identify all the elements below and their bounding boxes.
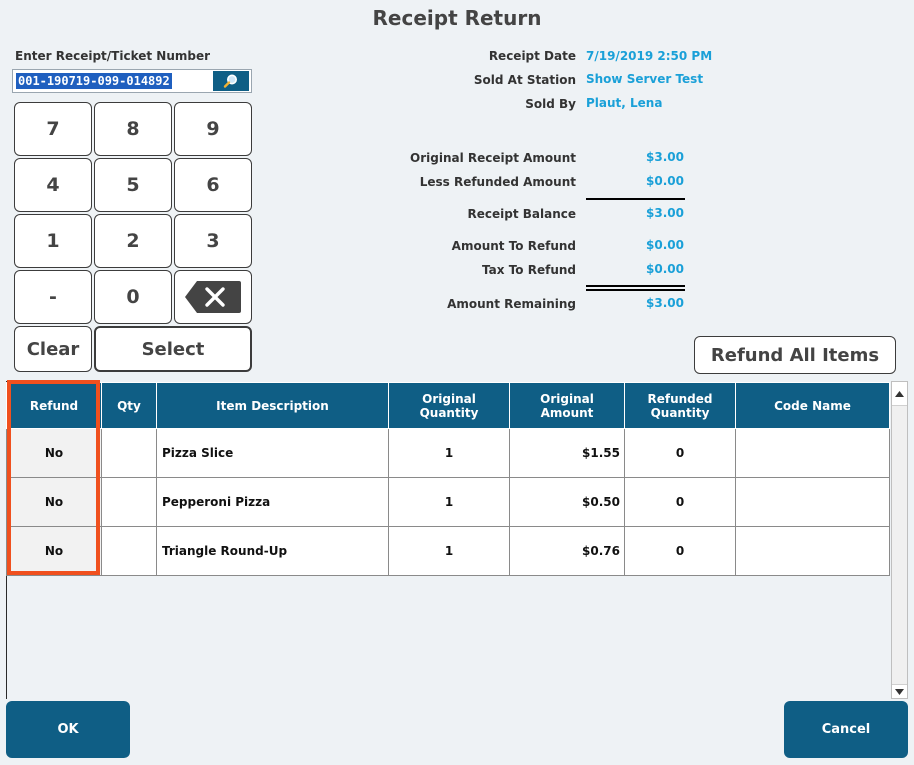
item-description-cell: Pepperoni Pizza [156, 477, 389, 527]
backspace-icon [185, 281, 241, 313]
code-name-cell[interactable] [735, 526, 890, 576]
header-text: Quantity [650, 405, 710, 420]
original-quantity-cell: 1 [388, 477, 510, 527]
column-header-item-description[interactable]: Item Description [156, 382, 389, 429]
page-title: Receipt Return [372, 6, 542, 30]
original-quantity-cell: 1 [388, 428, 510, 478]
less-refunded-amount-value: $0.00 [646, 174, 684, 188]
column-header-original-amount[interactable]: Original Amount [509, 382, 625, 429]
amount-to-refund-value: $0.00 [646, 238, 684, 252]
header-text: Amount [540, 405, 594, 420]
scroll-down-button[interactable] [892, 684, 907, 698]
keypad-2-button[interactable]: 2 [94, 214, 172, 268]
header-text: Original [422, 391, 476, 406]
total-divider-top [586, 285, 685, 287]
keypad-8-button[interactable]: 8 [94, 102, 172, 156]
original-receipt-amount-value: $3.00 [646, 150, 684, 164]
refunded-quantity-cell: 0 [624, 526, 736, 576]
receipt-balance-label: Receipt Balance [467, 207, 577, 221]
refunded-quantity-cell: 0 [624, 477, 736, 527]
scroll-down-icon [895, 688, 904, 695]
ticket-number-field[interactable]: 001-190719-099-014892 [12, 69, 252, 93]
table-scrollbar[interactable] [891, 381, 908, 699]
item-description-cell: Triangle Round-Up [156, 526, 389, 576]
select-button[interactable]: Select [94, 326, 252, 372]
ok-button[interactable]: OK [6, 701, 130, 758]
table-row[interactable]: No Triangle Round-Up 1 $0.76 0 [6, 526, 890, 576]
original-quantity-cell: 1 [388, 526, 510, 576]
refund-toggle[interactable]: No [6, 428, 102, 478]
refunded-quantity-cell: 0 [624, 428, 736, 478]
qty-cell[interactable] [101, 428, 157, 478]
backspace-button[interactable] [174, 270, 252, 324]
header-text: Original [540, 391, 594, 406]
header-text: Refunded [647, 391, 713, 406]
keypad-1-button[interactable]: 1 [14, 214, 92, 268]
item-description-cell: Pizza Slice [156, 428, 389, 478]
refund-toggle[interactable]: No [6, 526, 102, 576]
items-table: Refund Qty Item Description Original Quan… [6, 382, 890, 576]
subtotal-divider [586, 198, 685, 200]
less-refunded-amount-label: Less Refunded Amount [419, 175, 576, 189]
refund-toggle[interactable]: No [6, 477, 102, 527]
amount-remaining-value: $3.00 [646, 296, 684, 310]
keypad-6-button[interactable]: 6 [174, 158, 252, 212]
sold-by-value: Plaut, Lena [586, 96, 663, 110]
keypad-9-button[interactable]: 9 [174, 102, 252, 156]
ticket-number-input[interactable]: 001-190719-099-014892 [16, 73, 172, 89]
amount-to-refund-label: Amount To Refund [451, 239, 576, 253]
code-name-cell[interactable] [735, 477, 890, 527]
cancel-button[interactable]: Cancel [784, 701, 908, 758]
tax-to-refund-value: $0.00 [646, 262, 684, 276]
column-header-refund[interactable]: Refund [6, 382, 102, 429]
column-header-code-name[interactable]: Code Name [735, 382, 890, 429]
scroll-up-button[interactable] [892, 382, 907, 406]
original-amount-cell: $0.50 [509, 477, 625, 527]
keypad-0-button[interactable]: 0 [94, 270, 172, 324]
original-amount-cell: $0.76 [509, 526, 625, 576]
receipt-balance-value: $3.00 [646, 206, 684, 220]
ticket-search-button[interactable] [213, 71, 249, 91]
column-header-qty[interactable]: Qty [101, 382, 157, 429]
code-name-cell[interactable] [735, 428, 890, 478]
column-header-refunded-quantity[interactable]: Refunded Quantity [624, 382, 736, 429]
keypad-5-button[interactable]: 5 [94, 158, 172, 212]
original-receipt-amount-label: Original Receipt Amount [410, 151, 576, 165]
search-icon [223, 74, 237, 88]
table-row[interactable]: No Pizza Slice 1 $1.55 0 [6, 428, 890, 478]
sold-at-station-label: Sold At Station [473, 73, 576, 87]
refund-all-items-button[interactable]: Refund All Items [694, 336, 896, 374]
receipt-date-label: Receipt Date [488, 49, 576, 63]
keypad-3-button[interactable]: 3 [174, 214, 252, 268]
sold-at-station-value: Show Server Test [586, 72, 704, 86]
amount-remaining-label: Amount Remaining [447, 297, 576, 311]
keypad-7-button[interactable]: 7 [14, 102, 92, 156]
scroll-up-icon [895, 390, 904, 397]
ticket-number-label: Enter Receipt/Ticket Number [15, 49, 211, 63]
qty-cell[interactable] [101, 526, 157, 576]
header-text: Quantity [419, 405, 479, 420]
total-divider-bottom [586, 289, 685, 291]
keypad-dash-button[interactable]: - [14, 270, 92, 324]
tax-to-refund-label: Tax To Refund [482, 263, 576, 277]
clear-button[interactable]: Clear [14, 326, 92, 372]
qty-cell[interactable] [101, 477, 157, 527]
table-row[interactable]: No Pepperoni Pizza 1 $0.50 0 [6, 477, 890, 527]
receipt-date-value: 7/19/2019 2:50 PM [586, 49, 713, 63]
original-amount-cell: $1.55 [509, 428, 625, 478]
sold-by-label: Sold By [525, 97, 576, 111]
column-header-original-quantity[interactable]: Original Quantity [388, 382, 510, 429]
keypad-4-button[interactable]: 4 [14, 158, 92, 212]
table-header-row: Refund Qty Item Description Original Quan… [6, 382, 890, 429]
